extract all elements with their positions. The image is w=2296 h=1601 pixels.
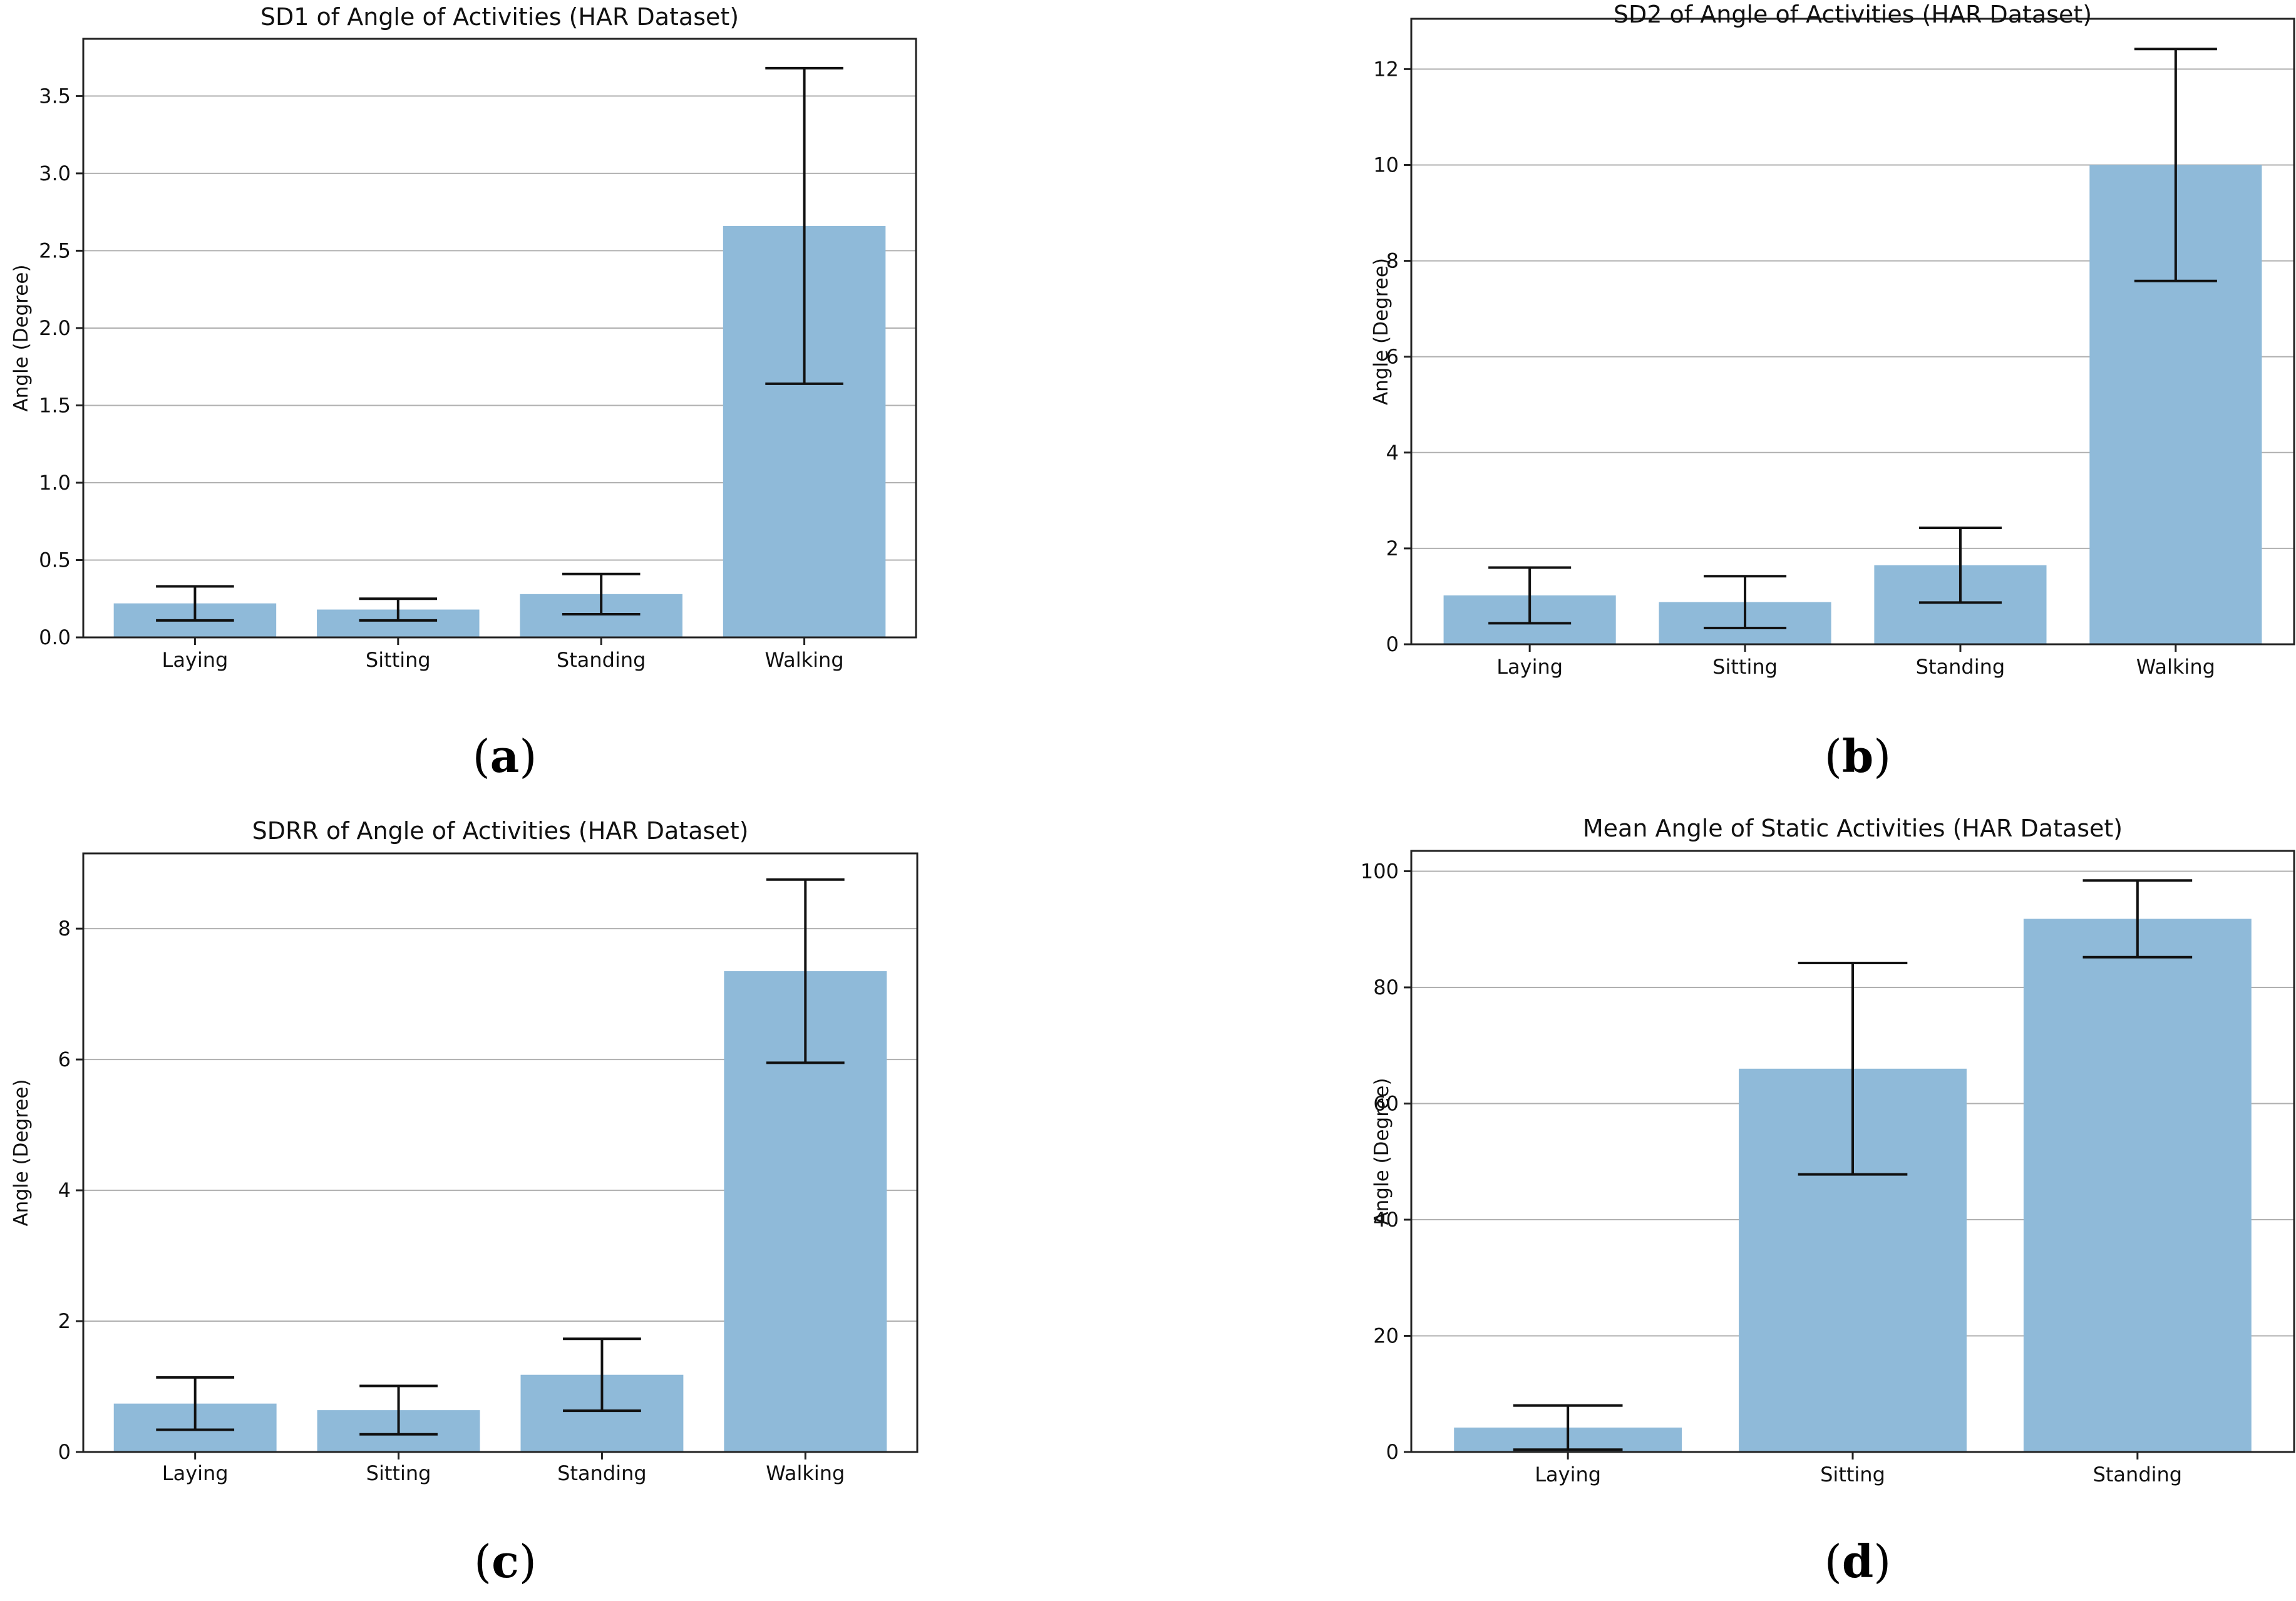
y-tick-label: 0 bbox=[58, 1440, 71, 1464]
chart-panel-d: 0 20 40 60 80 100 Laying Sitting Standing Mean An… bbox=[1148, 800, 2296, 1601]
chart-panel-c: 0 2 4 6 8 Laying Sitting Standing Walking SDRR of… bbox=[0, 800, 1148, 1601]
x-tick-label: Walking bbox=[2136, 655, 2215, 679]
sd2-bar-chart: 0 2 4 6 8 10 12 Laying Sitting Standing Walking SD2… bbox=[1370, 1, 2295, 783]
x-tick-label: Sitting bbox=[1820, 1463, 1885, 1486]
sd1-bar-chart: 0.0 0.5 1.0 1.5 2.0 2.5 3.0 3.5 Laying Sitting Sta… bbox=[10, 3, 917, 783]
error-bar-laying bbox=[1488, 566, 1572, 625]
plot-frame bbox=[82, 852, 919, 1453]
error-bar-laying bbox=[156, 1376, 235, 1431]
y-tick-label: 8 bbox=[58, 917, 71, 940]
error-bar-standing bbox=[563, 1337, 641, 1413]
x-tick-label: Laying bbox=[1496, 655, 1563, 679]
y-tick-label: 8 bbox=[1386, 249, 1399, 273]
panel-label: (c) bbox=[474, 1535, 537, 1588]
x-tick-label: Standing bbox=[557, 1461, 647, 1485]
error-bar-laying bbox=[1513, 1404, 1623, 1451]
y-axis-label: Angle (Degree) bbox=[1370, 258, 1393, 405]
error-bar-walking bbox=[765, 66, 843, 385]
chart-title: SD1 of Angle of Activities (HAR Dataset) bbox=[260, 3, 739, 31]
error-bar-standing bbox=[2082, 879, 2193, 959]
y-tick-label: 20 bbox=[1373, 1324, 1399, 1347]
plot-frame bbox=[1410, 18, 2295, 646]
x-tick-label: Standing bbox=[1916, 655, 2005, 679]
chart-panel-b: 0 2 4 6 8 10 12 Laying Sitting Standing Walking SD2… bbox=[1148, 0, 2296, 800]
error-bar-laying bbox=[156, 585, 234, 622]
y-tick-label: 0.0 bbox=[39, 625, 71, 649]
y-tick-label: 2 bbox=[1386, 537, 1399, 560]
x-tick-label: Sitting bbox=[1712, 655, 1778, 679]
plot-frame bbox=[82, 38, 917, 639]
x-tick-label: Laying bbox=[162, 1461, 229, 1485]
y-tick-label: 2.5 bbox=[39, 239, 71, 262]
chart-panel-a: 0.0 0.5 1.0 1.5 2.0 2.5 3.0 3.5 Laying Sitting Sta… bbox=[0, 0, 1148, 800]
error-bar-sitting bbox=[1704, 575, 1787, 629]
panel-label: (b) bbox=[1825, 729, 1892, 783]
y-tick-label: 6 bbox=[1386, 345, 1399, 369]
x-tick-label: Laying bbox=[1535, 1463, 1601, 1486]
y-tick-label: 0.5 bbox=[39, 548, 71, 572]
panel-label: (d) bbox=[1825, 1535, 1892, 1588]
y-tick-label: 2 bbox=[58, 1309, 71, 1333]
y-axis-label: Angle (Degree) bbox=[1371, 1078, 1393, 1225]
y-tick-label: 4 bbox=[58, 1178, 71, 1202]
y-tick-label: 40 bbox=[1373, 1208, 1399, 1232]
x-tick-label: Walking bbox=[765, 648, 844, 672]
y-axis-label: Angle (Degree) bbox=[10, 1079, 33, 1226]
x-tick-label: Sitting bbox=[366, 648, 431, 672]
error-bar-standing bbox=[562, 572, 641, 615]
x-tick-label: Standing bbox=[2093, 1463, 2183, 1486]
y-tick-label: 4 bbox=[1386, 441, 1399, 465]
chart-title: Mean Angle of Static Activities (HAR Dat… bbox=[1583, 815, 2123, 842]
y-tick-label: 60 bbox=[1373, 1091, 1399, 1115]
error-bar-walking bbox=[766, 878, 845, 1064]
x-tick-label: Sitting bbox=[366, 1461, 431, 1485]
y-tick-label: 1.5 bbox=[39, 393, 71, 417]
x-tick-label: Laying bbox=[162, 648, 228, 672]
sdrr-bar-chart: 0 2 4 6 8 Laying Sitting Standing Walking SDRR of… bbox=[10, 817, 919, 1588]
y-tick-label: 12 bbox=[1373, 57, 1399, 81]
error-bar-sitting bbox=[359, 597, 438, 622]
error-bar-standing bbox=[1918, 526, 2002, 604]
mean-angle-bar-chart: 0 20 40 60 80 100 Laying Sitting Standing Mean An… bbox=[1361, 815, 2295, 1588]
y-tick-label: 1.0 bbox=[39, 471, 71, 495]
chart-title: SDRR of Angle of Activities (HAR Dataset… bbox=[252, 817, 749, 845]
error-bar-walking bbox=[2134, 48, 2217, 282]
y-tick-label: 100 bbox=[1361, 859, 1399, 883]
y-tick-label: 2.0 bbox=[39, 316, 71, 340]
error-bar-sitting bbox=[1798, 962, 1908, 1176]
chart-title: SD2 of Angle of Activities (HAR Dataset) bbox=[1614, 1, 2092, 28]
x-tick-label: Walking bbox=[766, 1461, 845, 1485]
x-tick-label: Standing bbox=[557, 648, 646, 672]
y-tick-label: 10 bbox=[1373, 153, 1399, 177]
y-tick-label: 3.0 bbox=[39, 162, 71, 185]
y-tick-label: 3.5 bbox=[39, 84, 71, 108]
y-tick-label: 6 bbox=[58, 1048, 71, 1071]
panel-label: (a) bbox=[473, 729, 537, 783]
error-bar-sitting bbox=[359, 1384, 438, 1436]
bar-standing bbox=[2023, 919, 2252, 1452]
y-tick-label: 0 bbox=[1386, 1440, 1399, 1464]
y-tick-label: 0 bbox=[1386, 632, 1399, 656]
y-tick-label: 80 bbox=[1373, 976, 1399, 999]
y-axis-label: Angle (Degree) bbox=[10, 264, 33, 411]
